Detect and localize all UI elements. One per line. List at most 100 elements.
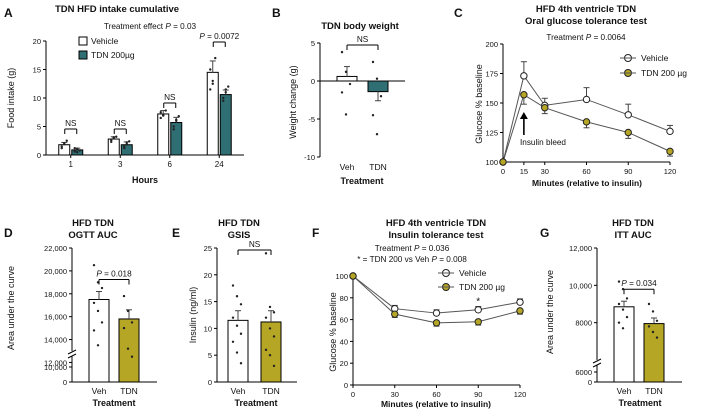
- panel-d-data-point: [96, 309, 100, 313]
- panel-e-data-point: [235, 295, 239, 298]
- panel-a-data-point: [73, 150, 76, 153]
- panel-d-y-tick-label: 20,000: [44, 267, 67, 276]
- panel-c-y-label: Glucose % baseline: [474, 64, 484, 144]
- panel-g-data-point: [621, 308, 625, 311]
- panel-d-subtitle: OGTT AUC: [68, 230, 117, 241]
- panel-f-x-label: Minutes (relative to insulin): [381, 399, 491, 409]
- panel-g-x-label: Treatment: [618, 398, 661, 408]
- panel-c-legend-label: Vehicle: [641, 53, 669, 63]
- panel-e-data-point: [239, 303, 243, 306]
- panel-a-data-point: [159, 116, 162, 120]
- panel-d-y-tick-label: 16,000: [44, 313, 67, 322]
- panel-g-axis-break: [592, 358, 602, 364]
- panel-letter: F: [312, 226, 319, 240]
- panel-c-legend-label: TDN 200 µg: [641, 68, 687, 78]
- panel-a-y-tick-label: 20: [33, 37, 41, 46]
- panel-f-significance-star: *: [476, 296, 480, 307]
- note-post: = 0.008: [437, 255, 467, 264]
- panel-e-data-point: [268, 305, 272, 309]
- panel-a-data-point: [222, 99, 225, 103]
- panel-e-data-point: [235, 351, 239, 354]
- panel-g-bracket-label: P = 0.034: [621, 279, 657, 288]
- panel-c-arrow-head: [519, 112, 528, 119]
- panel-e-data-point: [272, 311, 276, 314]
- panel-b-y-tick-label: -10: [304, 153, 315, 162]
- panel-f-data-marker: [349, 272, 357, 280]
- panel-d-data-point: [92, 329, 96, 332]
- panel-g-x-tick-label: Veh: [617, 386, 632, 396]
- panel-a-legend-label: Vehicle: [91, 36, 119, 46]
- panel-d-y-label: Area under the curve: [6, 266, 16, 350]
- panel-letter: G: [540, 226, 549, 240]
- panel-a-data-point: [123, 145, 126, 148]
- note-post: = 0.036: [419, 244, 449, 253]
- panel-d-y-tick-label: 22,000: [44, 244, 67, 253]
- panel-a-bracket-label: NS: [164, 93, 176, 102]
- panel-b-data-point: [340, 50, 344, 54]
- note-p-symbol: P: [414, 244, 420, 253]
- panel-f-y-label: Glucose % baseline: [328, 292, 338, 372]
- panel-d-data-point: [100, 321, 104, 324]
- panel-a-data-point: [60, 146, 63, 150]
- panel-a-y-tick-label: 0: [37, 151, 41, 160]
- note-p-symbol: P: [165, 22, 171, 31]
- panel-c-x-tick-label: 30: [541, 167, 549, 176]
- panel-d-title: HFD TDN: [72, 218, 114, 229]
- panel-a-data-point: [159, 111, 162, 114]
- panel-d-data-point: [122, 326, 126, 330]
- panel-a-data-point: [227, 85, 230, 88]
- panel-c-x-tick-label: 120: [664, 167, 677, 176]
- panel-a-data-point: [128, 140, 131, 143]
- note-pre: Treatment effect: [104, 22, 165, 31]
- panel-e-bracket-label: NS: [249, 240, 261, 249]
- panel-e-data-point: [268, 327, 272, 330]
- panel-g-data-point: [651, 330, 655, 334]
- panel-c-y-tick-label: 175: [485, 70, 498, 79]
- panel-g-data-point: [651, 310, 655, 313]
- note-p-symbol: P: [96, 269, 102, 278]
- panel-a-data-point: [123, 146, 126, 150]
- panel-a-bar-vehicle: [107, 138, 120, 156]
- panel-a-y-tick-label: 15: [33, 66, 41, 75]
- panel-a-data-point: [224, 88, 227, 91]
- panel-letter: B: [272, 6, 281, 20]
- panel-g-y-tick-label: 10,000: [569, 281, 592, 290]
- panel-b-data-point: [371, 114, 375, 117]
- panel-a-data-point: [78, 149, 81, 152]
- panel-a-data-point: [209, 68, 212, 71]
- panel-e-bar-tdn: [260, 321, 282, 383]
- note-pre: Treatment: [546, 33, 585, 42]
- panel-f-data-marker: [432, 319, 441, 327]
- panel-c-subtitle: Oral glucose tolerance test: [525, 16, 648, 27]
- panel-e-data-point: [264, 348, 268, 352]
- panel-d-axis-break: [67, 349, 77, 355]
- panel-a-data-point: [162, 114, 165, 117]
- panel-a-data-point: [214, 56, 217, 60]
- panel-f-y-tick-label: 20: [340, 359, 348, 368]
- panel-a-legend-label: TDN 200µg: [91, 50, 135, 60]
- panel-c-series-line: [502, 74, 671, 163]
- panel-d-data-point: [126, 309, 130, 313]
- panel-f-y-tick-label: 0: [344, 381, 348, 390]
- panel-c-data-marker: [582, 95, 591, 104]
- panel-d-y-tick-label: 14,000: [44, 336, 67, 345]
- panel-c-x-tick-label: 90: [624, 167, 632, 176]
- panel-a-data-point: [76, 147, 79, 150]
- panel-c-data-marker: [582, 118, 591, 126]
- panel-f-legend-label: Vehicle: [459, 268, 487, 278]
- panel-a-bracket-label: NS: [65, 119, 77, 128]
- panel-f-x-tick-label: 0: [351, 390, 355, 399]
- panel-b-data-point: [375, 133, 379, 136]
- panel-e-y-tick-label: 15: [204, 298, 212, 307]
- panel-d-bar-tdn: [118, 318, 140, 383]
- panel-a-data-point: [125, 142, 128, 146]
- panel-g-data-point: [621, 327, 625, 330]
- panel-b-x-label: Treatment: [340, 176, 383, 186]
- panel-e-data-point: [235, 324, 239, 327]
- panel-b-data-point: [375, 77, 379, 80]
- panel-g-y-tick-label: 8000: [575, 319, 592, 328]
- panel-d-y-tick-label: 12,000: [44, 358, 67, 367]
- panel-c-x-tick-label: 0: [501, 167, 505, 176]
- panel-d-y-tick-label: 10,000: [44, 363, 67, 372]
- panel-c-data-marker: [666, 127, 674, 136]
